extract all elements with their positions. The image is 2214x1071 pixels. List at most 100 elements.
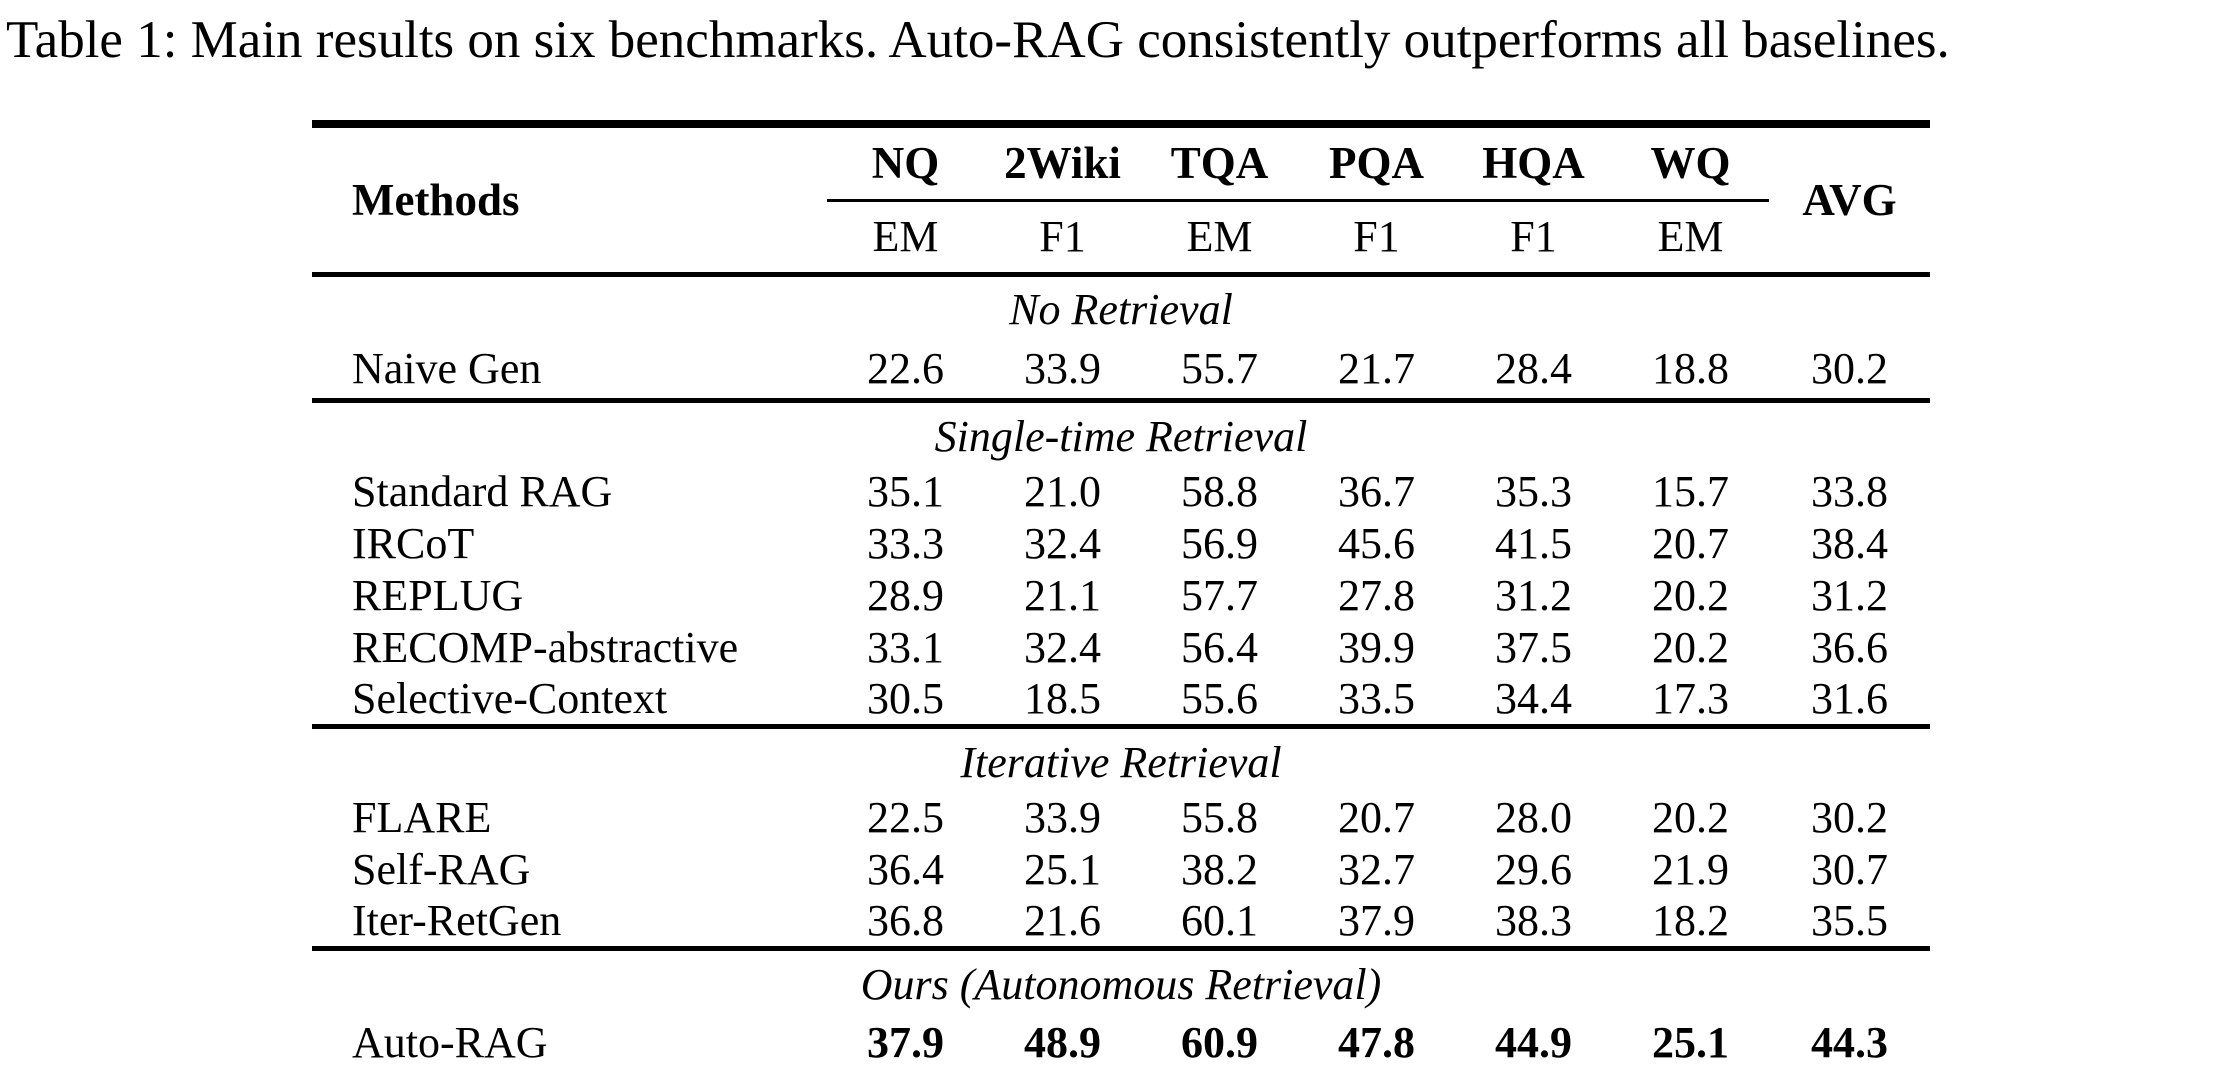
value-cell: 27.8	[1338, 570, 1415, 620]
value-cell: 56.4	[1181, 622, 1258, 672]
value-cell: 15.7	[1652, 466, 1729, 516]
value-cell: 33.8	[1811, 466, 1888, 516]
value-cell: 33.1	[867, 622, 944, 672]
table-row: Standard RAG 35.1 21.0 58.8 36.7 35.3 15.7 33.8	[312, 465, 1930, 517]
value-cell: 35.3	[1495, 466, 1572, 516]
value-cell: 36.7	[1338, 466, 1415, 516]
value-cell: 22.5	[867, 792, 944, 842]
metric-header-row: EM F1 EM F1 F1 EM	[312, 200, 1930, 277]
value-cell: 22.6	[867, 343, 944, 393]
value-cell: 33.9	[1024, 343, 1101, 393]
value-cell: 30.7	[1811, 844, 1888, 894]
value-cell: 48.9	[1024, 1017, 1101, 1067]
value-cell: 18.2	[1652, 896, 1729, 945]
method-cell: REPLUG	[352, 570, 524, 620]
value-cell: 38.3	[1495, 896, 1572, 945]
method-cell: FLARE	[352, 792, 492, 842]
table-row: Selective-Context 30.5 18.5 55.6 33.5 34.4 17.…	[312, 673, 1930, 727]
table-header: Methods NQ 2Wiki TQA PQA HQA WQ AVG EM F…	[312, 124, 1930, 277]
value-cell: 28.0	[1495, 792, 1572, 842]
value-cell: 44.9	[1495, 1017, 1572, 1067]
method-cell: Standard RAG	[352, 466, 613, 516]
value-cell: 38.4	[1811, 518, 1888, 568]
metric-header: F1	[984, 200, 1141, 277]
value-cell: 56.9	[1181, 518, 1258, 568]
value-cell: 29.6	[1495, 844, 1572, 894]
value-cell: 25.1	[1024, 844, 1101, 894]
value-cell: 55.6	[1181, 674, 1258, 723]
column-header-avg: AVG	[1769, 124, 1930, 277]
method-cell: Auto-RAG	[352, 1017, 548, 1067]
table-row: Iter-RetGen 36.8 21.6 60.1 37.9 38.3 18.2 35.5	[312, 895, 1930, 949]
value-cell: 32.4	[1024, 622, 1101, 672]
results-table: Methods NQ 2Wiki TQA PQA HQA WQ AVG EM F…	[312, 120, 1930, 1071]
method-cell: Iter-RetGen	[352, 896, 562, 945]
method-cell: Selective-Context	[352, 674, 668, 723]
value-cell: 41.5	[1495, 518, 1572, 568]
column-header-2wiki: 2Wiki	[984, 124, 1141, 202]
value-cell: 38.2	[1181, 844, 1258, 894]
value-cell: 37.5	[1495, 622, 1572, 672]
method-cell: IRCoT	[352, 518, 475, 568]
method-cell: Naive Gen	[352, 343, 542, 393]
value-cell: 47.8	[1338, 1017, 1415, 1067]
value-cell: 32.7	[1338, 844, 1415, 894]
column-header-methods: Methods	[312, 124, 827, 277]
value-cell: 25.1	[1652, 1017, 1729, 1067]
value-cell: 20.2	[1652, 792, 1729, 842]
value-cell: 20.7	[1652, 518, 1729, 568]
table-row: Naive Gen 22.6 33.9 55.7 21.7 28.4 18.8 30.2	[312, 339, 1930, 401]
section-header-row: No Retrieval	[312, 274, 1930, 339]
value-cell: 35.1	[867, 466, 944, 516]
column-header-wq: WQ	[1612, 124, 1769, 202]
value-cell: 31.2	[1811, 570, 1888, 620]
value-cell: 33.9	[1024, 792, 1101, 842]
value-cell: 17.3	[1652, 674, 1729, 723]
value-cell: 30.5	[867, 674, 944, 723]
section-header-row: Single-time Retrieval	[312, 398, 1930, 465]
section-header-row: Iterative Retrieval	[312, 724, 1930, 791]
table-row: IRCoT 33.3 32.4 56.9 45.6 41.5 20.7 38.4	[312, 517, 1930, 569]
value-cell: 21.1	[1024, 570, 1101, 620]
metric-header: EM	[827, 200, 984, 277]
value-cell: 55.8	[1181, 792, 1258, 842]
column-header-pqa: PQA	[1298, 124, 1455, 202]
metric-header: F1	[1298, 200, 1455, 277]
value-cell: 31.6	[1811, 674, 1888, 723]
table-row: FLARE 22.5 33.9 55.8 20.7 28.0 20.2 30.2	[312, 791, 1930, 843]
value-cell: 33.3	[867, 518, 944, 568]
table-row: Self-RAG 36.4 25.1 38.2 32.7 29.6 21.9 30.7	[312, 843, 1930, 895]
column-header-nq: NQ	[827, 124, 984, 202]
value-cell: 30.2	[1811, 792, 1888, 842]
value-cell: 44.3	[1811, 1017, 1888, 1067]
method-cell: Self-RAG	[352, 844, 531, 894]
section-title: Iterative Retrieval	[312, 724, 1930, 791]
section-title: Single-time Retrieval	[312, 398, 1930, 465]
table-row: REPLUG 28.9 21.1 57.7 27.8 31.2 20.2 31.2	[312, 569, 1930, 621]
value-cell: 37.9	[867, 1017, 944, 1067]
value-cell: 60.1	[1181, 896, 1258, 945]
section-title: No Retrieval	[1009, 285, 1233, 334]
metric-header: EM	[1141, 200, 1298, 277]
table-body: No Retrieval Naive Gen 22.6 33.9 55.7 21.7 28.…	[312, 274, 1930, 1071]
value-cell: 36.8	[867, 896, 944, 945]
section-title: Ours (Autonomous Retrieval)	[312, 946, 1930, 1013]
value-cell: 34.4	[1495, 674, 1572, 723]
value-cell: 20.2	[1652, 622, 1729, 672]
value-cell: 21.0	[1024, 466, 1101, 516]
value-cell: 20.7	[1338, 792, 1415, 842]
value-cell: 36.6	[1811, 622, 1888, 672]
metric-header: F1	[1455, 200, 1612, 277]
value-cell: 21.9	[1652, 844, 1729, 894]
value-cell: 58.8	[1181, 466, 1258, 516]
value-cell: 35.5	[1811, 896, 1888, 945]
value-cell: 55.7	[1181, 343, 1258, 393]
table-row: Auto-RAG 37.9 48.9 60.9 47.8 44.9 25.1 44.3	[312, 1013, 1930, 1071]
value-cell: 18.8	[1652, 343, 1729, 393]
value-cell: 31.2	[1495, 570, 1572, 620]
value-cell: 57.7	[1181, 570, 1258, 620]
table-caption: Table 1: Main results on six benchmarks.…	[6, 11, 1950, 69]
value-cell: 28.4	[1495, 343, 1572, 393]
value-cell: 60.9	[1181, 1017, 1258, 1067]
value-cell: 28.9	[867, 570, 944, 620]
